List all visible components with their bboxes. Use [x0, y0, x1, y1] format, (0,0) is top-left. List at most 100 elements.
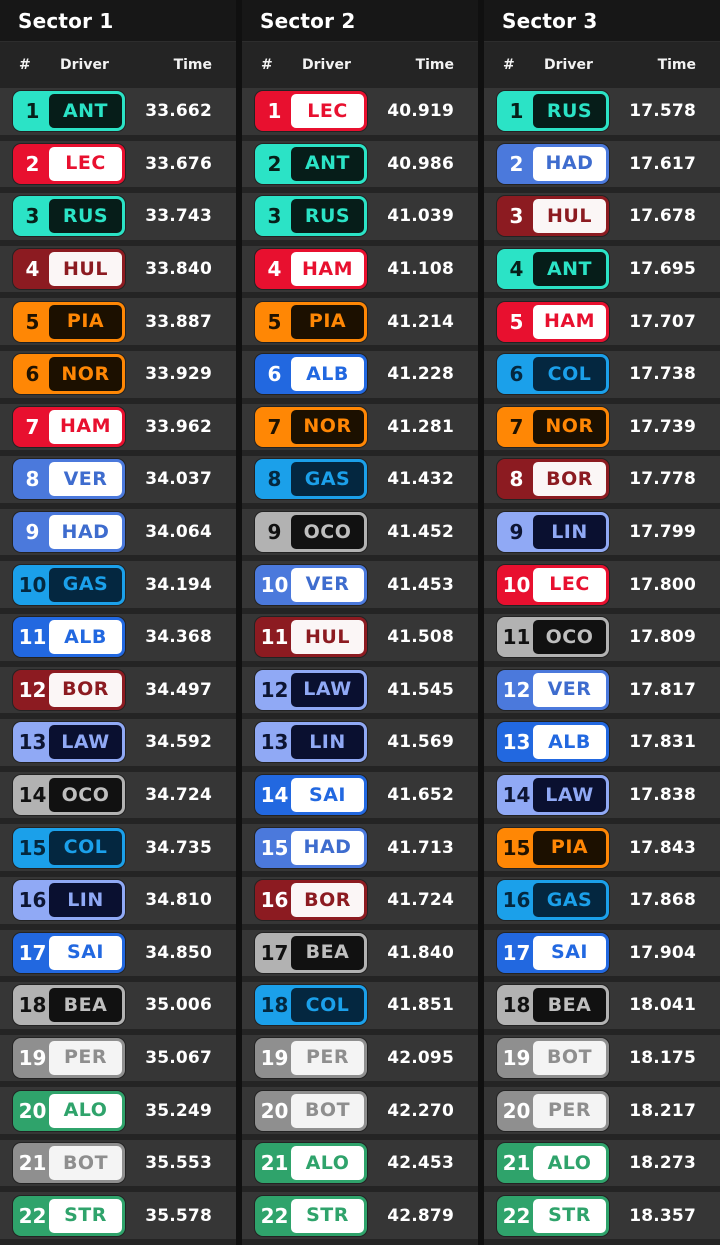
sector-time: 33.887 [145, 311, 212, 332]
driver-code: HAM [533, 304, 606, 339]
driver-badge: 19 PER [255, 1037, 367, 1078]
sector-time: 34.810 [145, 890, 212, 911]
driver-badge: 19 BOT [497, 1037, 609, 1078]
position-number: 13 [18, 730, 47, 755]
table-row: 14 SAI 41.652 [242, 771, 478, 825]
driver-code: COL [533, 357, 606, 392]
driver-badge: 13 LAW [13, 722, 125, 763]
sector-time: 34.064 [145, 522, 212, 543]
position-number: 13 [260, 730, 289, 755]
header-pos: # [19, 57, 31, 73]
position-number: 20 [502, 1098, 531, 1123]
driver-code: PER [291, 1040, 364, 1075]
driver-badge: 14 SAI [255, 775, 367, 816]
driver-badge: 10 VER [255, 564, 367, 605]
position-number: 16 [18, 888, 47, 913]
position-number: 10 [502, 572, 531, 597]
sector-time: 17.904 [629, 942, 696, 963]
driver-code: VER [291, 567, 364, 602]
header-time: Time [173, 57, 212, 73]
driver-code: PER [533, 1093, 606, 1128]
sector-column-3: Sector 3 # Driver Time 1 RUS 17.578 2 HA… [484, 0, 720, 1245]
driver-badge: 20 BOT [255, 1090, 367, 1131]
table-row: 11 HUL 41.508 [242, 613, 478, 667]
table-row: 3 RUS 33.743 [0, 193, 236, 246]
driver-badge: 14 LAW [497, 775, 609, 816]
table-row: 15 PIA 17.843 [484, 824, 720, 877]
sector-time: 17.778 [629, 469, 696, 490]
sector-column-1: Sector 1 # Driver Time 1 ANT 33.662 2 LE… [0, 0, 236, 1245]
driver-badge: 7 NOR [255, 406, 367, 447]
driver-badge: 17 SAI [13, 932, 125, 973]
table-row: 4 ANT 17.695 [484, 245, 720, 299]
sector-time: 17.707 [629, 311, 696, 332]
sector-time: 33.962 [145, 416, 212, 437]
sector-time: 35.006 [145, 995, 212, 1016]
sector-time: 40.986 [387, 153, 454, 174]
sector-time: 33.840 [145, 259, 212, 280]
table-row: 22 STR 35.578 [0, 1192, 236, 1245]
sector-time: 41.214 [387, 311, 454, 332]
driver-code: ALO [49, 1093, 122, 1128]
sector-time: 17.817 [629, 679, 696, 700]
sector-column-2: Sector 2 # Driver Time 1 LEC 40.919 2 AN… [242, 0, 478, 1245]
driver-code: VER [49, 462, 122, 497]
driver-badge: 6 NOR [13, 354, 125, 395]
sector-time: 17.617 [629, 153, 696, 174]
column-headers: # Driver Time [242, 41, 478, 88]
column-headers: # Driver Time [0, 41, 236, 88]
sector-time: 17.800 [629, 574, 696, 595]
position-number: 4 [25, 257, 40, 282]
driver-code: BOR [49, 672, 122, 707]
sector-time: 41.432 [387, 469, 454, 490]
driver-code: ALO [291, 1146, 364, 1181]
driver-code: ANT [291, 146, 364, 181]
table-row: 17 BEA 41.840 [242, 929, 478, 983]
driver-code: GAS [533, 883, 606, 918]
position-number: 20 [260, 1098, 289, 1123]
table-row: 5 PIA 33.887 [0, 298, 236, 351]
driver-badge: 13 ALB [497, 722, 609, 763]
sector-time: 35.067 [145, 1047, 212, 1068]
sector-time: 41.851 [387, 995, 454, 1016]
table-row: 1 ANT 33.662 [0, 88, 236, 141]
table-row: 15 COL 34.735 [0, 824, 236, 877]
sector-time: 42.453 [387, 1153, 454, 1174]
driver-code: RUS [49, 199, 122, 234]
driver-code: COL [291, 988, 364, 1023]
driver-badge: 16 BOR [255, 880, 367, 921]
position-number: 21 [502, 1151, 531, 1176]
table-row: 8 BOR 17.778 [484, 456, 720, 509]
position-number: 16 [502, 888, 531, 913]
sector-time: 40.919 [387, 101, 454, 122]
sector-time: 18.357 [629, 1205, 696, 1226]
rows-list: 1 RUS 17.578 2 HAD 17.617 3 HUL 17.678 4… [484, 88, 720, 1245]
position-number: 8 [509, 467, 524, 492]
sector-time: 41.569 [387, 732, 454, 753]
driver-badge: 15 PIA [497, 827, 609, 868]
table-row: 4 HAM 41.108 [242, 245, 478, 299]
sector-time: 18.041 [629, 995, 696, 1016]
driver-code: LEC [49, 146, 122, 181]
position-number: 17 [18, 940, 47, 965]
header-driver: Driver [544, 57, 593, 73]
table-row: 2 LEC 33.676 [0, 140, 236, 194]
table-row: 3 HUL 17.678 [484, 193, 720, 246]
sector-time: 17.738 [629, 364, 696, 385]
sector-time: 41.652 [387, 785, 454, 806]
driver-code: BOR [533, 462, 606, 497]
sector-time: 41.545 [387, 679, 454, 700]
driver-code: ANT [49, 94, 122, 129]
driver-badge: 15 HAD [255, 827, 367, 868]
driver-code: LEC [291, 94, 364, 129]
sector-title: Sector 1 [0, 0, 236, 41]
position-number: 12 [18, 677, 47, 702]
sector-time: 41.724 [387, 890, 454, 911]
position-number: 4 [509, 257, 524, 282]
table-row: 9 LIN 17.799 [484, 508, 720, 562]
table-row: 19 BOT 18.175 [484, 1034, 720, 1088]
driver-badge: 9 HAD [13, 512, 125, 553]
table-row: 21 ALO 18.273 [484, 1139, 720, 1193]
sector-time: 17.678 [629, 206, 696, 227]
driver-code: SAI [291, 778, 364, 813]
